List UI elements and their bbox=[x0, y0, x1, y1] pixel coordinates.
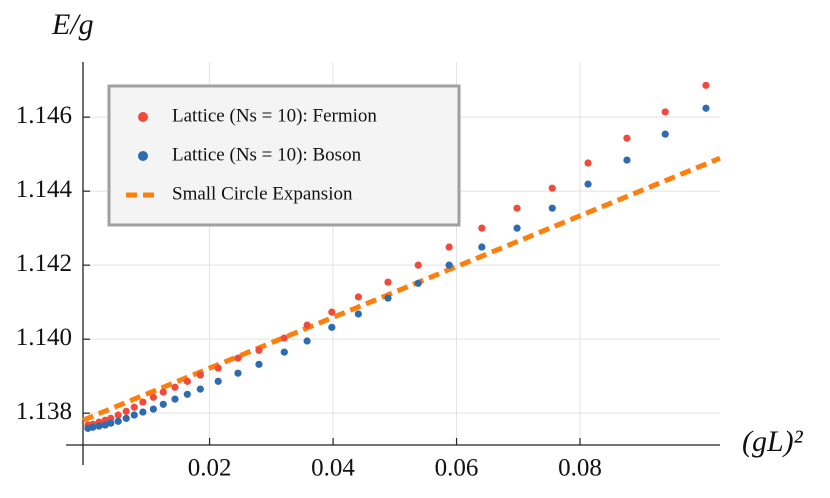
data-point bbox=[234, 369, 242, 377]
data-point bbox=[114, 417, 122, 425]
data-point bbox=[584, 159, 592, 167]
data-point bbox=[280, 334, 288, 342]
data-point bbox=[328, 323, 336, 331]
data-point bbox=[159, 388, 167, 396]
data-point bbox=[478, 243, 486, 251]
legend-label: Lattice (Ns = 10): Boson bbox=[172, 144, 362, 165]
data-point bbox=[171, 395, 179, 403]
data-point bbox=[354, 293, 362, 301]
y-axis-label: E/g bbox=[51, 8, 94, 41]
data-point bbox=[414, 261, 422, 269]
data-point bbox=[513, 224, 521, 232]
data-point bbox=[130, 403, 138, 411]
data-point bbox=[661, 108, 669, 116]
data-point bbox=[702, 81, 710, 89]
data-point bbox=[196, 371, 204, 379]
data-point bbox=[149, 393, 157, 401]
legend-marker bbox=[138, 112, 148, 122]
data-point bbox=[445, 261, 453, 269]
x-axis-label: (gL)² bbox=[742, 425, 804, 458]
data-point bbox=[214, 377, 222, 385]
data-point bbox=[122, 407, 130, 415]
data-point bbox=[584, 180, 592, 188]
data-point bbox=[328, 308, 336, 316]
data-point bbox=[548, 204, 556, 212]
x-tick-label: 0.08 bbox=[558, 455, 602, 482]
data-point bbox=[303, 337, 311, 345]
data-point bbox=[513, 204, 521, 212]
data-point bbox=[478, 224, 486, 232]
data-point bbox=[196, 385, 204, 393]
data-point bbox=[354, 310, 362, 318]
legend-box bbox=[107, 84, 461, 227]
data-point bbox=[384, 294, 392, 302]
data-point bbox=[122, 414, 130, 422]
data-point bbox=[107, 419, 115, 427]
data-point bbox=[661, 130, 669, 138]
data-point bbox=[114, 411, 122, 419]
y-tick-label: 1.146 bbox=[16, 102, 72, 129]
data-point bbox=[623, 156, 631, 164]
data-point bbox=[139, 408, 147, 416]
data-point bbox=[159, 400, 167, 408]
x-tick-label: 0.06 bbox=[435, 455, 479, 482]
legend-marker bbox=[138, 151, 148, 161]
data-point bbox=[234, 354, 242, 362]
y-tick-label: 1.140 bbox=[16, 324, 72, 351]
data-point bbox=[171, 383, 179, 391]
data-point bbox=[384, 278, 392, 286]
data-point bbox=[414, 279, 422, 287]
y-tick-label: 1.142 bbox=[16, 250, 72, 277]
data-point bbox=[183, 377, 191, 385]
data-point bbox=[139, 398, 147, 406]
data-point bbox=[95, 422, 103, 430]
legend-label: Small Circle Expansion bbox=[172, 183, 353, 204]
y-tick-label: 1.138 bbox=[16, 398, 72, 425]
data-point bbox=[548, 184, 556, 192]
fit-line bbox=[82, 155, 721, 423]
data-point bbox=[101, 421, 109, 429]
data-point bbox=[89, 423, 97, 431]
x-tick-label: 0.02 bbox=[188, 455, 232, 482]
data-point bbox=[280, 348, 288, 356]
data-point bbox=[183, 390, 191, 398]
y-tick-label: 1.144 bbox=[16, 176, 73, 203]
data-point bbox=[445, 243, 453, 251]
data-point bbox=[623, 134, 631, 142]
data-point bbox=[255, 360, 263, 368]
x-tick-label: 0.04 bbox=[311, 455, 355, 482]
data-point bbox=[303, 321, 311, 329]
data-point bbox=[130, 411, 138, 419]
data-point bbox=[214, 364, 222, 372]
legend-label: Lattice (Ns = 10): Fermion bbox=[172, 105, 377, 126]
data-point bbox=[149, 405, 157, 413]
data-point bbox=[255, 346, 263, 354]
data-point bbox=[702, 104, 710, 112]
